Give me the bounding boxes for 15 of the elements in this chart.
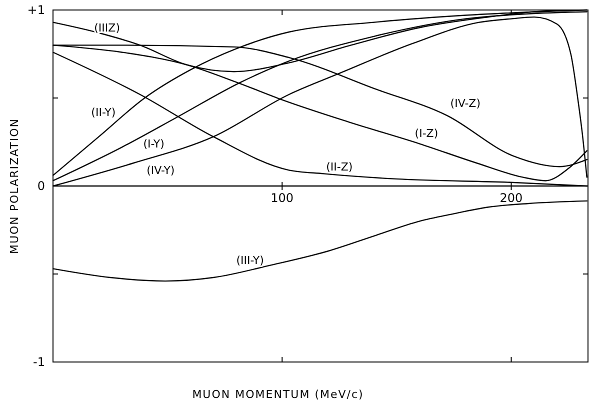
series-label: (II-Z) — [326, 160, 353, 174]
series-label: (II-Y) — [91, 106, 116, 119]
y-axis-title: MUON POLARIZATION — [8, 118, 21, 254]
x-tick-label: 100 — [270, 191, 294, 205]
series-label: (IIIZ) — [94, 21, 120, 34]
y-tick-label: -1 — [33, 355, 45, 370]
y-tick-label: 0 — [37, 179, 45, 194]
series-label: (IV-Y) — [146, 164, 175, 178]
series-label: (I-Z) — [414, 127, 438, 140]
series-label: (I-Y) — [143, 138, 164, 151]
x-tick-label: 200 — [500, 191, 523, 205]
y-tick-label: +1 — [27, 3, 45, 18]
series-label: (IV-Z) — [450, 97, 481, 110]
series-label: (III-Y) — [236, 254, 264, 267]
x-axis-title: MUON MOMENTUM (MeV/c) — [192, 388, 364, 401]
